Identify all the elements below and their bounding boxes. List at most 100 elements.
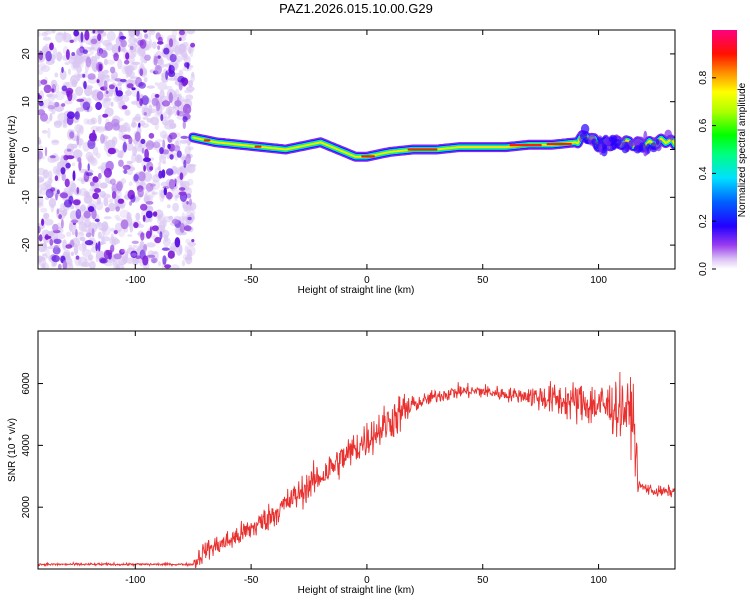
- noise-blob: [161, 247, 170, 251]
- noise-blob: [62, 251, 71, 258]
- noise-blob: [166, 204, 171, 209]
- noise-blob: [122, 255, 128, 264]
- noise-blob: [38, 95, 42, 100]
- noise-blob: [149, 30, 155, 33]
- noise-blob: [53, 120, 63, 128]
- noise-blob: [162, 255, 167, 265]
- noise-blob: [151, 41, 157, 49]
- noise-blob: [108, 202, 116, 212]
- noise-blob: [182, 103, 192, 115]
- noise-blob: [106, 59, 115, 65]
- noise-blob: [147, 254, 156, 258]
- noise-blob: [76, 186, 80, 195]
- noise-blob: [110, 227, 115, 232]
- noise-blob: [184, 245, 189, 254]
- snr-x-tick-label: -100: [125, 575, 145, 586]
- noise-blob: [97, 114, 102, 125]
- noise-blob: [165, 70, 169, 81]
- noise-blob: [95, 126, 105, 134]
- noise-blob: [181, 212, 185, 221]
- noise-blob: [131, 61, 141, 65]
- ridge-blob: [655, 139, 660, 145]
- noise-blob: [159, 191, 165, 203]
- noise-blob: [154, 93, 160, 98]
- noise-blob: [108, 84, 115, 90]
- noise-blob: [151, 251, 158, 255]
- noise-blob: [153, 55, 158, 66]
- noise-blob: [89, 181, 95, 187]
- noise-blob: [41, 218, 45, 226]
- noise-blob: [143, 165, 147, 172]
- noise-blob: [61, 103, 66, 107]
- noise-blob: [168, 77, 178, 81]
- noise-blob: [95, 242, 98, 252]
- noise-blob: [123, 169, 128, 174]
- noise-blob: [119, 209, 130, 219]
- noise-blob: [169, 53, 177, 63]
- noise-blob: [144, 148, 150, 160]
- noise-blob: [41, 130, 48, 134]
- noise-blob: [40, 207, 48, 213]
- noise-blob: [173, 62, 179, 69]
- spectrogram-y-tick-label: -20: [21, 237, 32, 252]
- noise-blob: [124, 60, 130, 65]
- noise-blob: [114, 222, 123, 232]
- noise-blob: [135, 154, 143, 164]
- noise-blob: [160, 229, 170, 238]
- noise-blob: [182, 116, 188, 123]
- noise-blob: [45, 248, 50, 259]
- noise-blob: [42, 169, 49, 179]
- noise-blob: [103, 58, 108, 66]
- noise-blob: [107, 147, 116, 155]
- noise-blob: [43, 84, 52, 94]
- noise-blob: [185, 153, 191, 165]
- noise-blob: [48, 93, 59, 99]
- spectrogram-x-axis-label: Height of straight line (km): [298, 285, 415, 296]
- noise-blob: [184, 145, 191, 156]
- snr-ticks: -100 -50 0 50 100 2000 4000 6000: [21, 331, 675, 586]
- noise-blob: [49, 113, 53, 122]
- noise-blob: [121, 122, 131, 132]
- noise-blob: [89, 137, 97, 142]
- noise-blob: [184, 256, 192, 261]
- noise-blob: [165, 85, 173, 91]
- noise-blob: [162, 134, 169, 140]
- noise-blob: [52, 246, 61, 255]
- noise-blob: [140, 232, 145, 241]
- noise-blob: [94, 188, 101, 193]
- noise-blob: [178, 191, 187, 196]
- noise-blob: [133, 173, 139, 182]
- noise-blob: [109, 236, 119, 246]
- noise-blob: [74, 124, 84, 133]
- noise-blob: [131, 87, 136, 91]
- noise-blob: [51, 140, 59, 144]
- noise-blob: [61, 66, 64, 73]
- noise-blob: [165, 106, 175, 116]
- noise-blob: [120, 219, 129, 230]
- noise-blob: [138, 82, 147, 89]
- snr-y-tick-label: 6000: [21, 372, 32, 395]
- noise-blob: [137, 46, 146, 57]
- noise-blob: [159, 130, 168, 139]
- noise-blob: [59, 69, 67, 80]
- noise-blob: [76, 135, 79, 146]
- noise-blob: [75, 229, 78, 238]
- noise-blob: [76, 73, 81, 82]
- noise-blob: [75, 86, 84, 96]
- noise-blob: [51, 255, 60, 263]
- noise-blob: [159, 147, 164, 155]
- noise-blob: [75, 208, 82, 220]
- noise-blob: [179, 139, 188, 144]
- noise-blob: [47, 127, 51, 139]
- noise-blob: [111, 191, 117, 199]
- noise-blob: [139, 39, 147, 49]
- noise-blob: [145, 140, 154, 151]
- noise-blob: [38, 101, 44, 107]
- noise-blob: [113, 230, 118, 235]
- spectrogram-x-tick-label: -50: [244, 275, 259, 286]
- noise-blob: [104, 121, 114, 131]
- noise-blob: [139, 68, 144, 76]
- noise-blob: [172, 94, 183, 101]
- noise-blob: [83, 81, 87, 90]
- noise-blob: [38, 69, 44, 75]
